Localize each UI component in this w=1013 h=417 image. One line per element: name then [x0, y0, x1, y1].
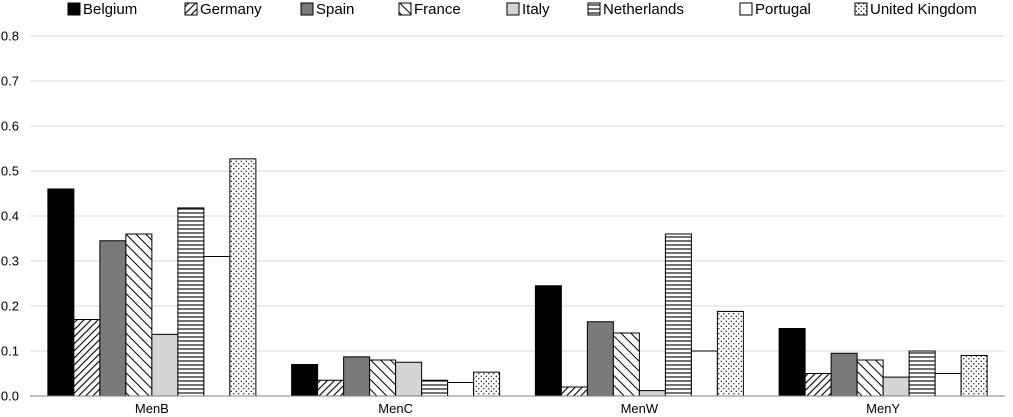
bar-netherlands-menc: [421, 379, 449, 397]
legend-swatch: [506, 2, 520, 16]
y-tick-label: 0.3: [1, 254, 19, 269]
legend-item-portugal: Portugal: [739, 1, 811, 18]
legend-label: Germany: [200, 1, 262, 18]
legend-swatch: [67, 2, 81, 16]
y-tick-label: 0.7: [1, 74, 19, 89]
bar-france-menc: [369, 359, 397, 397]
legend-item-united-kingdom: United Kingdom: [854, 1, 977, 18]
bar-france-meny: [856, 359, 884, 397]
bar-france-menb: [125, 233, 153, 397]
bar-italy-menw: [638, 390, 666, 397]
legend-label: Spain: [316, 1, 354, 18]
legend-swatch: [587, 2, 601, 16]
bars: [47, 158, 988, 397]
y-tick-label: 0.8: [1, 29, 19, 44]
legend-swatch: [184, 2, 198, 16]
bar-united-kingdom-menb: [229, 158, 257, 397]
bar-united-kingdom-meny: [960, 355, 988, 397]
legend-item-netherlands: Netherlands: [587, 1, 684, 18]
legend-swatch: [854, 2, 868, 16]
bar-france-menw: [612, 332, 640, 397]
bar-portugal-menb: [203, 256, 231, 397]
legend-swatch: [300, 2, 314, 16]
y-tick-label: 0.6: [1, 119, 19, 134]
legend-item-germany: Germany: [184, 1, 262, 18]
legend-item-belgium: Belgium: [67, 1, 137, 18]
legend-label: Netherlands: [603, 1, 684, 18]
bar-germany-menw: [560, 386, 588, 397]
y-axis-ticks: 0.0 0.1 0.2 0.3 0.4 0.5 0.6 0.7 0.8: [1, 29, 19, 404]
legend-label: Belgium: [83, 1, 137, 18]
legend-label: Italy: [522, 1, 550, 18]
legend-swatch: [739, 2, 753, 16]
bar-spain-menc: [343, 356, 371, 397]
bar-spain-menb: [99, 240, 127, 397]
y-tick-label: 0.4: [1, 209, 19, 224]
bar-italy-menc: [395, 361, 423, 397]
legend-item-france: France: [398, 1, 461, 18]
y-tick-label: 0.1: [1, 344, 19, 359]
legend: Belgium Germany Spain France Italy Netherland…: [67, 1, 977, 18]
legend-item-spain: Spain: [300, 1, 354, 18]
legend-label: United Kingdom: [870, 1, 977, 18]
x-axis-ticks: MenB MenC MenW MenY: [135, 401, 901, 416]
bar-belgium-menb: [47, 188, 75, 397]
bar-united-kingdom-menw: [716, 310, 744, 397]
bar-portugal-meny: [934, 373, 962, 397]
legend-label: Portugal: [755, 1, 811, 18]
y-tick-label: 0.2: [1, 299, 19, 314]
bar-italy-menb: [151, 333, 179, 397]
legend-swatch: [398, 2, 412, 16]
x-tick-label: MenB: [135, 401, 169, 416]
bar-netherlands-menw: [664, 233, 692, 397]
bar-spain-menw: [586, 321, 614, 397]
legend-label: France: [414, 1, 461, 18]
bar-italy-meny: [882, 376, 910, 397]
bar-portugal-menc: [447, 382, 475, 397]
bar-germany-menc: [317, 379, 345, 397]
bar-belgium-meny: [778, 328, 806, 397]
bar-germany-meny: [804, 373, 832, 397]
y-tick-label: 0.5: [1, 164, 19, 179]
bar-portugal-menw: [690, 350, 718, 397]
x-tick-label: MenW: [621, 401, 659, 416]
bar-netherlands-menb: [177, 207, 205, 397]
gridlines: [30, 35, 1005, 352]
x-tick-label: MenY: [866, 401, 900, 416]
bar-netherlands-meny: [908, 350, 936, 397]
bar-united-kingdom-menc: [473, 371, 501, 397]
bar-germany-menb: [73, 319, 101, 397]
bar-belgium-menc: [291, 364, 319, 397]
bar-spain-meny: [830, 352, 858, 397]
legend-item-italy: Italy: [506, 1, 550, 18]
x-tick-label: MenC: [378, 401, 413, 416]
bar-belgium-menw: [534, 285, 562, 397]
y-tick-label: 0.0: [1, 389, 19, 404]
